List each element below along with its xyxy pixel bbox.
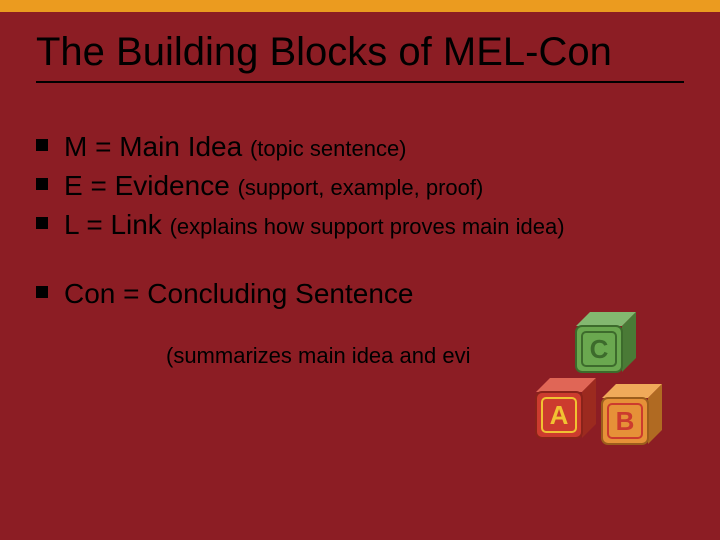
term-paren: (support, example, proof)	[238, 175, 484, 200]
list-item: E = Evidence (support, example, proof)	[36, 168, 684, 203]
page-title: The Building Blocks of MEL-Con	[36, 30, 684, 75]
list-group-1: M = Main Idea (topic sentence) E = Evide…	[36, 129, 684, 242]
term-main: E = Evidence	[64, 170, 238, 201]
list-item: M = Main Idea (topic sentence)	[36, 129, 684, 164]
svg-text:C: C	[590, 334, 609, 364]
alphabet-blocks-icon: C A B	[516, 308, 666, 458]
list-item-text: E = Evidence (support, example, proof)	[64, 168, 684, 203]
list-item-text: L = Link (explains how support proves ma…	[64, 207, 684, 242]
svg-text:A: A	[550, 400, 569, 430]
accent-bar	[0, 0, 720, 12]
term-main: L = Link	[64, 209, 170, 240]
svg-text:B: B	[616, 406, 635, 436]
term-main: Con = Concluding Sentence	[64, 278, 413, 309]
list-item-text: Con = Concluding Sentence	[64, 276, 684, 311]
list-item-text: M = Main Idea (topic sentence)	[64, 129, 684, 164]
list-item: Con = Concluding Sentence	[36, 276, 684, 311]
square-bullet-icon	[36, 286, 48, 298]
slide-body: The Building Blocks of MEL-Con M = Main …	[0, 12, 720, 540]
title-underline	[36, 81, 684, 83]
term-main: M = Main Idea	[64, 131, 250, 162]
square-bullet-icon	[36, 178, 48, 190]
term-paren: (topic sentence)	[250, 136, 407, 161]
square-bullet-icon	[36, 139, 48, 151]
list-item: L = Link (explains how support proves ma…	[36, 207, 684, 242]
term-paren: (explains how support proves main idea)	[170, 214, 565, 239]
list-group-2: Con = Concluding Sentence	[36, 276, 684, 311]
square-bullet-icon	[36, 217, 48, 229]
